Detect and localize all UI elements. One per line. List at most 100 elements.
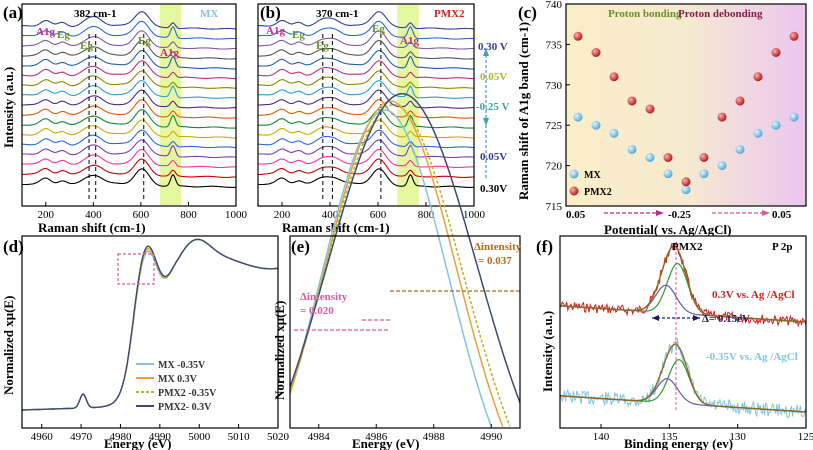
panel-c-point-mx-1 [573, 112, 583, 122]
panel-c-point-pmx2-8 [699, 153, 709, 162]
panel-d-label: (d) [3, 237, 24, 256]
panel-c-ytick-label-2: 720 [546, 161, 563, 173]
raman-tick-label-2: 400 [322, 209, 339, 221]
raman-spectrum-6 [21, 119, 237, 139]
raman-spectrum-12 [21, 60, 237, 80]
panel-c-legend-mx: MX [584, 170, 601, 181]
panel-f-ylabel: Intensity (a.u.) [540, 311, 555, 392]
panel-f-fit-neg [559, 343, 807, 413]
panel-d-x-ticks: 4960 4970 4980 4990 5000 5010 5020 [31, 424, 290, 443]
panel-b-peak-eg-1: Eg [292, 29, 305, 41]
panel-e-delta-small-label: Δintensity [300, 291, 348, 303]
raman-tick-label-5: 1000 [225, 209, 248, 221]
panel-c-xtick-2: -0.25 [668, 209, 691, 221]
panel-b-potential-3: -0.25 V [476, 101, 509, 113]
panel-f-x-ticks: 140 135 130 125 [593, 424, 813, 443]
raman-tick-label-4: 800 [180, 209, 197, 221]
raman-spectrum-4 [22, 139, 237, 159]
raman-spectrum-13 [257, 49, 474, 70]
panel-a-peak-eg-1: Eg [57, 29, 70, 41]
panel-c-point-pmx2-12 [771, 48, 781, 57]
panel-c-point-pmx2-1 [573, 31, 583, 41]
panel-c-point-pmx2-2 [591, 48, 601, 57]
panel-b-peak-a1g-2: A1g [400, 35, 419, 47]
panel-c-points [573, 31, 799, 195]
panel-d-curve-2 [22, 238, 279, 411]
panel-a-x-ticks: 200 400 600 800 1000 [38, 202, 248, 221]
panel-c-point-pmx2-6 [663, 153, 673, 162]
panel-c-point-pmx2-9 [717, 112, 727, 122]
panel-f-label: (f) [536, 237, 553, 256]
panel-f-frame [559, 235, 807, 429]
raman-spectrum-16 [21, 20, 237, 40]
panel-a-peak-a1g-1: A1g [36, 26, 55, 38]
panel-d-xlabel: Energy (eV) [104, 436, 172, 450]
panel-f-xlabel: Binding energy (ev) [624, 436, 733, 450]
panel-c-point-mx-4 [627, 144, 637, 154]
panel-c-point-pmx2-10 [735, 96, 745, 106]
panel-e: (e) Δintensity = 0.037 Δintensity = 0.02… [272, 92, 522, 450]
panel-f-trace-label-2: -0.35V vs. Ag /AgCl [706, 351, 798, 363]
panel-c-legend-mx-marker [569, 169, 579, 179]
panel-e-delta-small-value: = 0.020 [300, 305, 334, 317]
panel-e-curve-pmx2-neg [289, 103, 511, 427]
raman-spectrum-4 [258, 139, 475, 159]
panel-c-point-pmx2-4 [627, 96, 637, 106]
panel-b-frame [257, 3, 475, 207]
panel-e-curve-mx-pos [289, 100, 504, 427]
panel-c-region-debonding: Proton debonding [678, 8, 763, 20]
panel-c-ytick-label-4: 730 [546, 80, 563, 92]
panel-f-peak2-neg [559, 378, 807, 413]
panel-d-tick-label-5: 5000 [188, 431, 211, 443]
panel-c-point-pmx2-11 [753, 72, 763, 82]
panel-f-tick-label-2: 135 [661, 431, 678, 443]
panel-c-arrow-right-head [762, 210, 770, 216]
panel-c-point-mx-11 [753, 128, 763, 138]
panel-d-curves [22, 238, 279, 411]
raman-tick-label-2: 400 [85, 209, 102, 221]
panel-a-spectra [21, 11, 237, 188]
panel-c-ytick-label-3: 725 [546, 120, 563, 132]
panel-b-label: (b) [260, 3, 281, 22]
panel-a-ylabel: Intensity (a.u.) [1, 67, 16, 148]
raman-spectrum-10 [22, 80, 237, 99]
panel-e-curve-pmx2-pos [289, 92, 521, 403]
panel-b-potential-2: 0.05V [480, 71, 507, 83]
panel-f-tick-label-1: 140 [593, 431, 610, 443]
panel-f-peak1-neg [559, 358, 807, 413]
panel-e-tick-label-2: 4986 [365, 431, 388, 443]
panel-d-tick-label-6: 5010 [228, 431, 251, 443]
panel-d-curve-3 [22, 238, 279, 411]
panel-c: 715 720 725 730 735 740 (c) Proton bonding Pr… [516, 0, 807, 237]
panel-f-shift-label: Δ= 0.15eV [702, 313, 750, 325]
raman-spectrum-8 [258, 99, 475, 119]
raman-spectrum-14 [22, 39, 236, 60]
panel-c-legend-pmx2: PMX2 [584, 187, 612, 198]
raman-spectrum-17 [258, 11, 475, 30]
raman-spectrum-10 [258, 80, 475, 99]
panel-d-legend: MX -0.35V MX 0.3V PMX2 -0.35V PMX2- 0.3V [136, 360, 217, 413]
panel-c-arrow-left-head [656, 210, 664, 216]
raman-spectrum-12 [257, 60, 475, 80]
panel-d-curve-1 [22, 238, 279, 411]
panel-c-frame [565, 3, 807, 207]
panel-f-title: PMX2 [672, 241, 703, 253]
raman-tick-label-5: 1000 [463, 209, 486, 221]
panel-b-wavenumber: 370 cm-1 [316, 8, 358, 20]
panel-c-point-pmx2-5 [645, 104, 655, 114]
panel-c-region-bonding: Proton bonding [608, 8, 682, 20]
panel-c-point-mx-2 [591, 120, 601, 130]
panel-b-arrow-head-up [483, 48, 489, 56]
raman-spectrum-1 [21, 168, 237, 188]
panel-c-point-mx-9 [717, 161, 727, 171]
panel-e-x-ticks: 4984 4986 4988 4990 [308, 424, 503, 443]
panel-b-potential-5: 0.30V [480, 183, 507, 195]
raman-spectrum-14 [258, 39, 474, 60]
panel-f-raw-pos [559, 241, 807, 328]
panel-c-point-mx-7 [681, 185, 691, 195]
panel-c-label: (c) [518, 3, 537, 22]
panel-f-shift-head-left [652, 315, 659, 321]
panel-f-curves [559, 241, 807, 419]
panel-e-tick-label-1: 4984 [308, 431, 331, 443]
raman-spectrum-2 [21, 158, 237, 178]
